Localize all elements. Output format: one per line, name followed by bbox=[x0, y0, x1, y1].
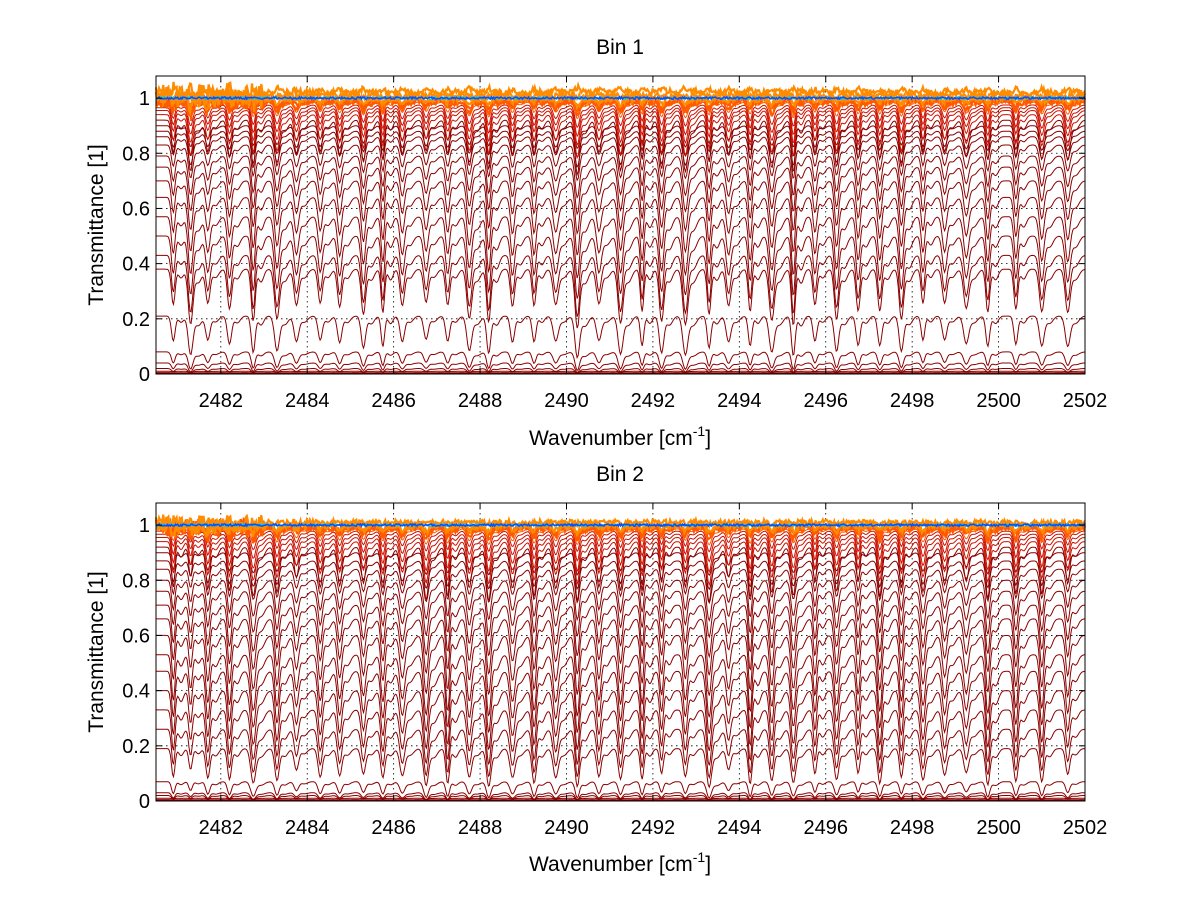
series-line bbox=[156, 541, 1085, 587]
x-tick-label: 2484 bbox=[285, 390, 330, 412]
chart-title: Bin 1 bbox=[596, 36, 644, 59]
series-line bbox=[156, 144, 1086, 182]
series-line bbox=[156, 670, 1086, 734]
ticks: 2482 2484 2486 2488 2490 2492 2494 2496 2498 2500… bbox=[122, 503, 1107, 839]
chart-panel-bin-2: Bin 2 2482 2484 2486 2488 2490 2492 2494 2496 24… bbox=[85, 463, 1107, 876]
series-line bbox=[156, 367, 1085, 374]
x-axis-label: Wavenumber [cm-1] bbox=[529, 423, 711, 450]
series-line bbox=[155, 95, 1086, 101]
series-line bbox=[156, 268, 1086, 329]
series-line bbox=[156, 254, 1086, 317]
x-tick-label: 2494 bbox=[717, 390, 762, 412]
x-tick-label: 2496 bbox=[803, 390, 848, 412]
x-tick-label: 2494 bbox=[717, 817, 762, 839]
series-line bbox=[156, 728, 1086, 780]
x-tick-label: 2492 bbox=[631, 817, 676, 839]
series-line bbox=[156, 546, 1086, 604]
chart-title: Bin 2 bbox=[596, 463, 644, 486]
series-line bbox=[156, 690, 1086, 751]
x-tick-label: 2490 bbox=[544, 390, 589, 412]
series-line bbox=[156, 560, 1085, 591]
series-line bbox=[156, 709, 1086, 766]
series-line bbox=[156, 125, 1086, 150]
x-tick-label: 2500 bbox=[976, 390, 1021, 412]
x-tick-label: 2500 bbox=[976, 817, 1021, 839]
x-tick-label: 2486 bbox=[371, 817, 416, 839]
ticks: 2482 2484 2486 2488 2490 2492 2494 2496 2498 2500… bbox=[122, 76, 1107, 412]
x-axis-label: Wavenumber [cm-1] bbox=[529, 849, 711, 876]
series-line bbox=[156, 748, 1086, 789]
series-line bbox=[155, 513, 1087, 535]
series-line bbox=[156, 579, 1086, 622]
series-line bbox=[156, 216, 1086, 279]
series-line bbox=[156, 654, 1086, 718]
x-tick-label: 2488 bbox=[458, 390, 503, 412]
series-line bbox=[156, 107, 1086, 138]
series-line bbox=[156, 155, 1086, 200]
y-tick-label: 0.2 bbox=[122, 309, 150, 331]
series-line bbox=[154, 519, 1087, 545]
series-line bbox=[156, 590, 1086, 639]
series-line bbox=[156, 552, 1085, 577]
x-tick-label: 2486 bbox=[371, 390, 416, 412]
series-line bbox=[156, 196, 1086, 256]
plot-frame bbox=[155, 75, 1086, 375]
y-tick-label: 0.8 bbox=[122, 570, 150, 592]
series-group bbox=[154, 513, 1087, 802]
x-tick-label: 2502 bbox=[1063, 817, 1108, 839]
x-tick-label: 2496 bbox=[803, 817, 848, 839]
series-line bbox=[156, 166, 1086, 216]
series-line bbox=[154, 90, 1087, 116]
x-tick-label: 2484 bbox=[285, 817, 330, 839]
y-tick-label: 0 bbox=[139, 364, 150, 386]
y-tick-label: 1 bbox=[139, 515, 150, 537]
series-line bbox=[156, 794, 1085, 801]
series-line bbox=[156, 136, 1086, 168]
series-line bbox=[156, 351, 1086, 372]
series-line bbox=[155, 81, 1087, 105]
y-tick-label: 0.4 bbox=[122, 254, 150, 276]
series-line bbox=[156, 781, 1085, 799]
series-group bbox=[154, 81, 1087, 375]
chart-panel-bin-1: Bin 1 2482 2484 2486 2488 2490 2492 2494 2496 24… bbox=[85, 36, 1107, 450]
series-line bbox=[156, 119, 1086, 177]
y-axis-label: Transmittance [1] bbox=[85, 144, 108, 305]
x-tick-label: 2488 bbox=[458, 817, 503, 839]
x-tick-label: 2482 bbox=[199, 817, 244, 839]
y-tick-label: 0 bbox=[139, 791, 150, 813]
x-tick-label: 2490 bbox=[544, 817, 589, 839]
series-line bbox=[156, 792, 1085, 801]
y-axis-label: Transmittance [1] bbox=[85, 571, 108, 732]
series-line bbox=[156, 315, 1086, 360]
y-tick-label: 0.6 bbox=[122, 625, 150, 647]
series-line bbox=[156, 362, 1085, 374]
x-tick-label: 2498 bbox=[890, 817, 935, 839]
series-line bbox=[156, 533, 1085, 563]
y-tick-label: 0.6 bbox=[122, 198, 150, 220]
series-line bbox=[155, 522, 1086, 528]
y-tick-label: 0.4 bbox=[122, 681, 150, 703]
series-line bbox=[156, 109, 1086, 147]
x-tick-label: 2482 bbox=[199, 390, 244, 412]
x-tick-label: 2502 bbox=[1063, 390, 1108, 412]
y-tick-label: 0.2 bbox=[122, 736, 150, 758]
series-line bbox=[156, 114, 1086, 160]
y-tick-label: 1 bbox=[139, 88, 150, 110]
series-line bbox=[156, 568, 1086, 605]
series-line bbox=[156, 180, 1086, 236]
series-line bbox=[156, 235, 1086, 299]
x-tick-label: 2498 bbox=[890, 390, 935, 412]
series-line bbox=[156, 618, 1086, 676]
series-line bbox=[156, 799, 1085, 801]
series-line bbox=[156, 104, 1086, 129]
series-line bbox=[156, 634, 1086, 696]
series-line bbox=[156, 536, 1086, 574]
plot-frame bbox=[155, 502, 1086, 802]
y-tick-label: 0.8 bbox=[122, 143, 150, 165]
series-line bbox=[156, 604, 1086, 659]
x-tick-label: 2492 bbox=[631, 390, 676, 412]
